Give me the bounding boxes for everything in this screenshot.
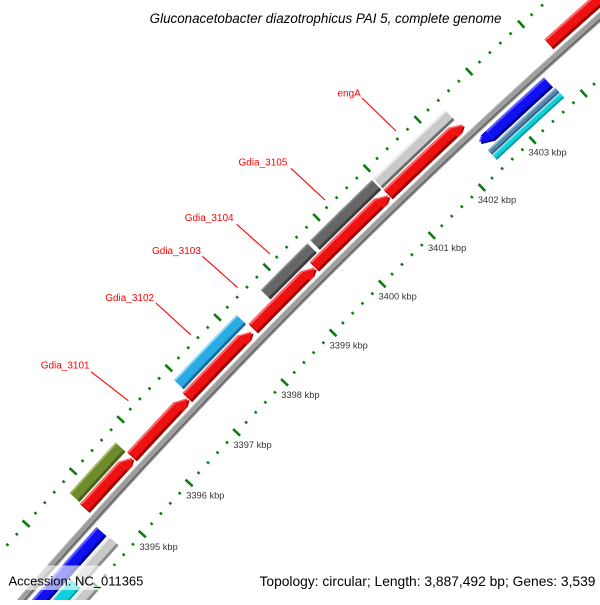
svg-text:Topology: circular; Length: 3,: Topology: circular; Length: 3,887,492 bp…	[260, 574, 596, 589]
svg-text:3396 kbp: 3396 kbp	[186, 491, 224, 501]
svg-text:engA: engA	[338, 89, 362, 100]
svg-text:3399 kbp: 3399 kbp	[330, 340, 368, 350]
svg-text:Gluconacetobacter diazotrophic: Gluconacetobacter diazotrophicus PAI 5, …	[150, 11, 502, 26]
svg-text:Gdia_3104: Gdia_3104	[185, 213, 234, 224]
svg-text:Gdia_3101: Gdia_3101	[41, 360, 90, 371]
svg-text:3395 kbp: 3395 kbp	[140, 542, 178, 552]
svg-text:Gdia_3102: Gdia_3102	[105, 293, 154, 304]
svg-text:3403 kbp: 3403 kbp	[528, 148, 566, 158]
svg-text:3400 kbp: 3400 kbp	[379, 291, 417, 301]
svg-text:3398 kbp: 3398 kbp	[281, 390, 319, 400]
svg-text:Accession: NC_011365: Accession: NC_011365	[9, 573, 144, 588]
svg-text:Gdia_3103: Gdia_3103	[152, 246, 201, 257]
svg-text:3401 kbp: 3401 kbp	[428, 243, 466, 253]
svg-text:Gdia_3105: Gdia_3105	[239, 158, 288, 169]
svg-text:3397 kbp: 3397 kbp	[233, 440, 271, 450]
svg-text:3402 kbp: 3402 kbp	[478, 195, 516, 205]
